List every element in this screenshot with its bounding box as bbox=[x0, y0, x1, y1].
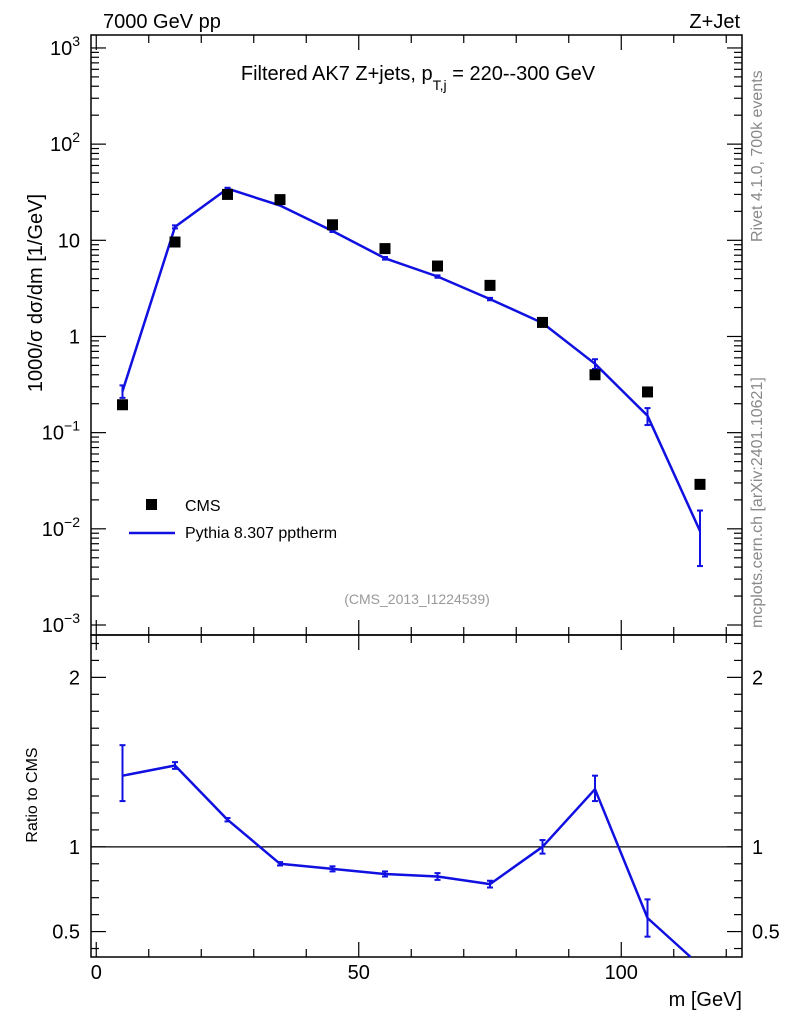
main-y-tick-base: 10 bbox=[42, 615, 64, 637]
main-y-tick-label: 10 bbox=[58, 230, 80, 252]
main-frame bbox=[90, 34, 743, 636]
cms-data-point bbox=[642, 386, 653, 398]
main-y-tick-label: 103 bbox=[50, 33, 80, 60]
ratio-error-bars bbox=[119, 744, 651, 938]
cms-data-point bbox=[432, 260, 443, 272]
main-y-tick-label: 10−1 bbox=[42, 418, 80, 445]
ratio-panel: 0.5 0.5 1 1 2 2 0 50 100 Ratio to CMS m [GeV] bbox=[24, 634, 780, 1011]
cms-data-point bbox=[484, 279, 496, 291]
side-label-top: Rivet 4.1.0, 700k events bbox=[749, 70, 766, 242]
x-tick-label: 0 bbox=[91, 962, 102, 984]
main-data-markers bbox=[117, 188, 706, 490]
main-y-tick-exp: −2 bbox=[64, 514, 80, 530]
cms-data-point bbox=[274, 194, 286, 206]
cms-data-point bbox=[117, 399, 128, 411]
main-y-label: 1000/σ dσ/dm [1/GeV] bbox=[25, 194, 47, 392]
cms-data-point bbox=[694, 478, 706, 490]
main-y-tick-base: 10 bbox=[42, 519, 64, 541]
x-tick-label: 50 bbox=[348, 962, 370, 984]
analysis-watermark: (CMS_2013_I1224539) bbox=[344, 591, 490, 607]
ratio-y-tick-label: 1 bbox=[69, 837, 80, 859]
legend: CMS Pythia 8.307 pptherm bbox=[129, 498, 337, 542]
main-y-tick-label: 10−2 bbox=[42, 514, 80, 541]
x-axis-label: m [GeV] bbox=[669, 989, 742, 1011]
ratio-y-tick-label: 0.5 bbox=[52, 922, 80, 944]
main-y-tick-label: 1 bbox=[69, 326, 80, 348]
cms-data-point bbox=[589, 369, 601, 381]
cms-data-point bbox=[169, 236, 181, 248]
main-y-tick-exp: −3 bbox=[64, 610, 80, 626]
cms-data-point bbox=[537, 316, 548, 328]
x-tick-label: 100 bbox=[605, 962, 638, 984]
ratio-y-tick-label-right: 1 bbox=[752, 837, 763, 859]
main-title-sub: T,j bbox=[433, 77, 447, 93]
cms-data-point bbox=[379, 243, 391, 255]
main-y-tick-base: 10 bbox=[50, 38, 72, 60]
ratio-y-ticks: 0.5 0.5 1 1 2 2 bbox=[52, 642, 780, 950]
legend-marker-cms bbox=[146, 499, 157, 510]
header-right: Z+Jet bbox=[689, 11, 740, 33]
ratio-y-tick-label-right: 2 bbox=[752, 667, 763, 689]
main-title-rest: = 220--300 GeV bbox=[447, 63, 596, 85]
main-y-tick-base: 10 bbox=[42, 423, 64, 445]
cms-data-point bbox=[222, 188, 233, 200]
main-y-tick-label: 102 bbox=[50, 129, 80, 156]
main-title: Filtered AK7 Z+jets, pT,j = 220--300 GeV bbox=[241, 63, 596, 93]
main-mc-line bbox=[121, 187, 702, 532]
header-left: 7000 GeV pp bbox=[103, 11, 221, 33]
ratio-mc-line bbox=[122, 764, 692, 958]
main-y-tick-base: 10 bbox=[58, 230, 80, 252]
main-y-tick-exp: 2 bbox=[72, 129, 80, 145]
side-label-bottom: mcplots.cern.ch [arXiv:2401.10621] bbox=[749, 377, 766, 628]
legend-label-mc: Pythia 8.307 pptherm bbox=[185, 525, 337, 542]
main-y-tick-exp: −1 bbox=[64, 418, 80, 434]
ratio-y-label: Ratio to CMS bbox=[24, 747, 41, 842]
ratio-x-ticks: 0 50 100 bbox=[91, 635, 727, 984]
main-y-tick-exp: 3 bbox=[72, 33, 80, 49]
main-x-ticks bbox=[95, 35, 727, 635]
legend-label-cms: CMS bbox=[185, 498, 221, 515]
main-title-text: Filtered AK7 Z+jets, p bbox=[241, 63, 433, 85]
main-y-tick-label: 10−3 bbox=[42, 610, 80, 637]
main-y-tick-base: 10 bbox=[50, 134, 72, 156]
main-y-tick-base: 1 bbox=[69, 326, 80, 348]
ratio-y-tick-label-right: 0.5 bbox=[752, 922, 780, 944]
cms-data-point bbox=[327, 219, 338, 231]
ratio-y-tick-label: 2 bbox=[69, 667, 80, 689]
